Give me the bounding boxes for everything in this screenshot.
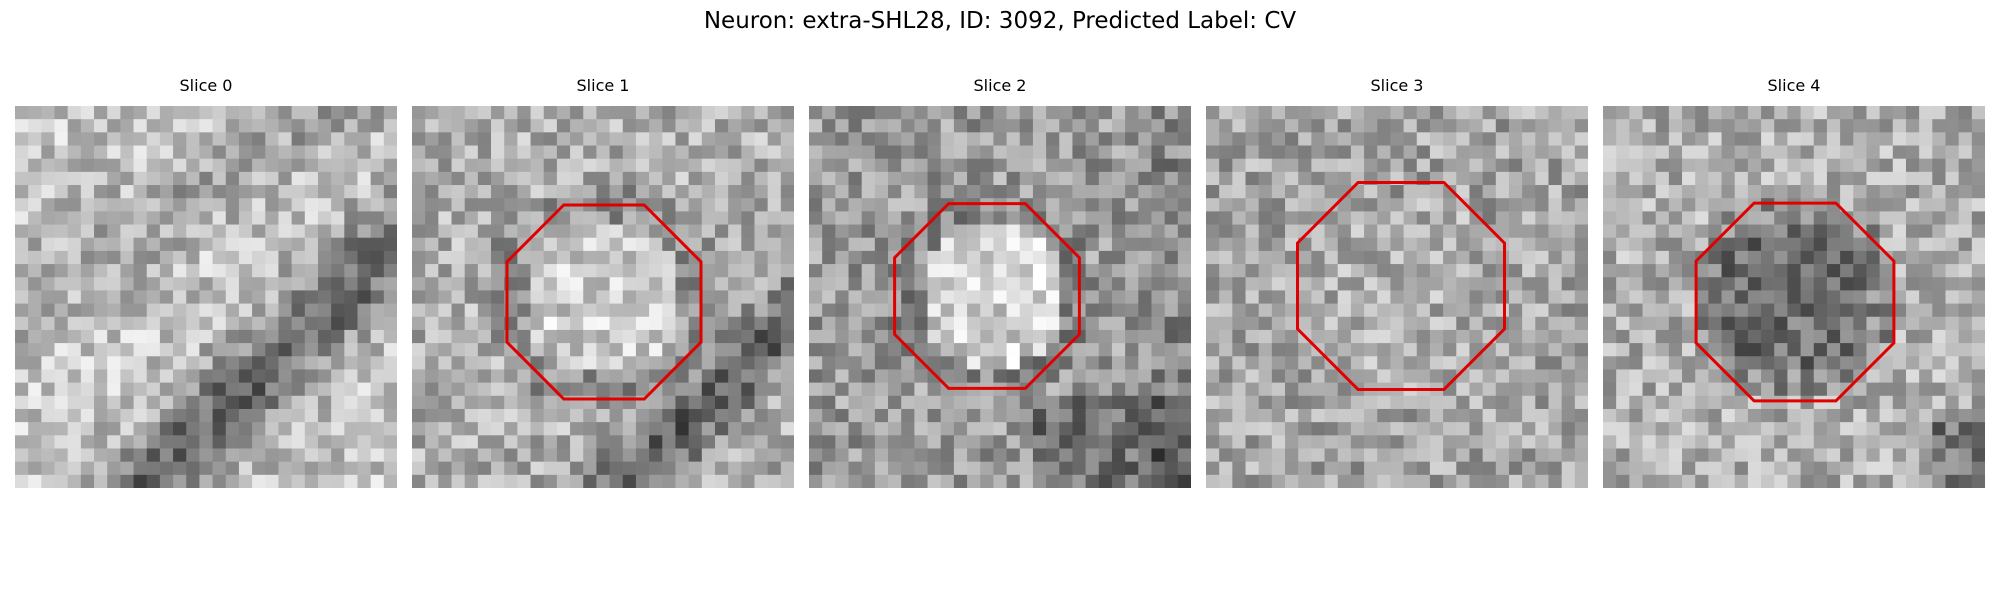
vesicle-outline-1 bbox=[505, 203, 703, 401]
slice-panel-2: Slice 2 bbox=[809, 76, 1191, 488]
slice-image-2 bbox=[809, 106, 1191, 488]
vesicle-outline-2 bbox=[893, 202, 1081, 390]
slice-panel-4: Slice 4 bbox=[1603, 76, 1985, 488]
slice-panel-3: Slice 3 bbox=[1206, 76, 1588, 488]
slice-title-3: Slice 3 bbox=[1370, 76, 1424, 95]
vesicle-outline-4 bbox=[1694, 201, 1896, 403]
slice-title-2: Slice 2 bbox=[973, 76, 1027, 95]
slice-panel-1: Slice 1 bbox=[412, 76, 794, 488]
slice-panel-0: Slice 0 bbox=[15, 76, 397, 488]
slice-image-3 bbox=[1206, 106, 1588, 488]
slice-image-0 bbox=[15, 106, 397, 488]
slice-image-4 bbox=[1603, 106, 1985, 488]
slice-title-0: Slice 0 bbox=[179, 76, 233, 95]
slice-image-1 bbox=[412, 106, 794, 488]
slice-title-4: Slice 4 bbox=[1767, 76, 1821, 95]
vesicle-outline-3 bbox=[1296, 181, 1506, 391]
slice-title-1: Slice 1 bbox=[576, 76, 630, 95]
figure-title: Neuron: extra-SHL28, ID: 3092, Predicted… bbox=[703, 8, 1297, 34]
